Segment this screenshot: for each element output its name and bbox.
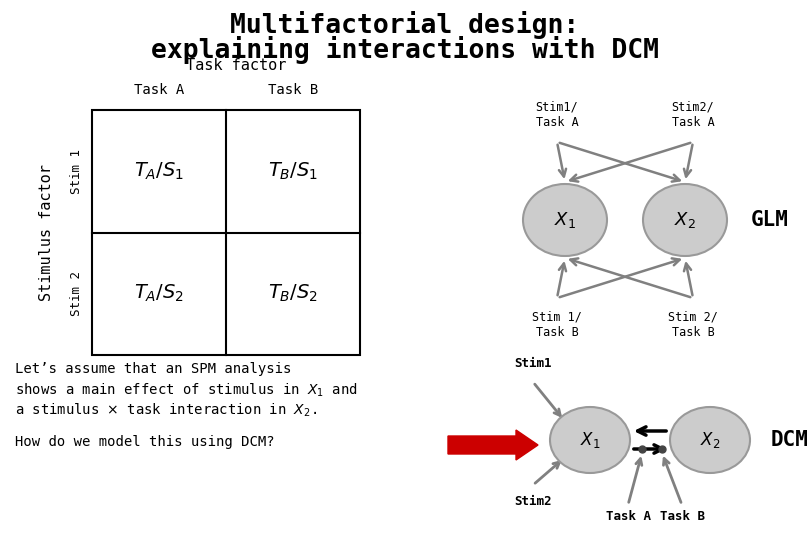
Text: Stim 2: Stim 2 [70, 271, 83, 316]
Text: Stim 1/
Task B: Stim 1/ Task B [532, 311, 582, 339]
Text: Stim2/
Task A: Stim2/ Task A [671, 101, 714, 129]
Text: Stim1: Stim1 [514, 357, 552, 370]
Text: Stim 2/
Task B: Stim 2/ Task B [668, 311, 718, 339]
Text: Stim2: Stim2 [514, 495, 552, 508]
Text: Task factor: Task factor [185, 57, 286, 72]
Text: Stim1/
Task A: Stim1/ Task A [535, 101, 578, 129]
Text: $T_A/S_2$: $T_A/S_2$ [134, 283, 184, 305]
Bar [92, 110, 360, 355]
Text: explaining interactions with DCM: explaining interactions with DCM [151, 36, 659, 64]
Text: Task B: Task B [268, 83, 318, 97]
Text: How do we model this using DCM?: How do we model this using DCM? [15, 435, 275, 449]
Text: $T_A/S_1$: $T_A/S_1$ [134, 160, 184, 182]
Text: $X_2$: $X_2$ [700, 430, 720, 450]
Text: $X_1$: $X_1$ [580, 430, 600, 450]
Text: Stimulus factor: Stimulus factor [40, 164, 54, 301]
Text: Stim 1: Stim 1 [70, 148, 83, 194]
Text: Task A: Task A [134, 83, 184, 97]
Text: Task B: Task B [659, 510, 705, 523]
Text: $T_B/S_2$: $T_B/S_2$ [268, 283, 318, 305]
Ellipse shape [550, 407, 630, 473]
Text: $X_2$: $X_2$ [674, 210, 696, 230]
Ellipse shape [643, 184, 727, 256]
Text: Multifactorial design:: Multifactorial design: [230, 11, 580, 39]
Text: Let’s assume that an SPM analysis: Let’s assume that an SPM analysis [15, 362, 292, 376]
Text: $X_1$: $X_1$ [554, 210, 576, 230]
Text: Task A: Task A [606, 510, 650, 523]
Text: shows a main effect of stimulus in $X_1$ and: shows a main effect of stimulus in $X_1$… [15, 382, 358, 400]
Text: a stimulus $\times$ task interaction in $X_2$.: a stimulus $\times$ task interaction in … [15, 402, 317, 420]
Ellipse shape [670, 407, 750, 473]
FancyArrow shape [448, 430, 538, 460]
Text: $T_B/S_1$: $T_B/S_1$ [268, 160, 318, 182]
Ellipse shape [523, 184, 607, 256]
Text: GLM: GLM [751, 210, 789, 230]
Text: DCM: DCM [771, 430, 809, 450]
